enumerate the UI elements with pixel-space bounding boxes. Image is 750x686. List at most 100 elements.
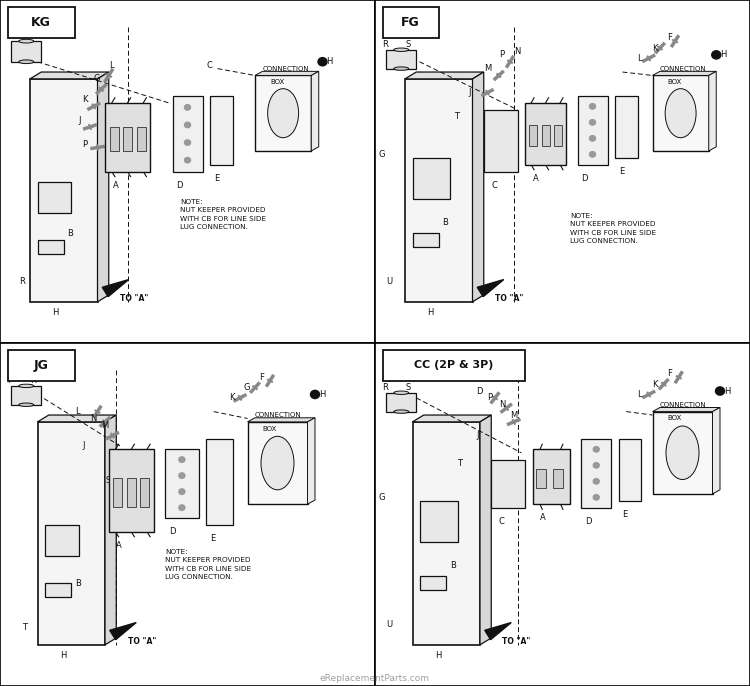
Text: R: R — [30, 376, 36, 386]
Bar — [123, 127, 132, 151]
Text: K: K — [652, 43, 658, 53]
Text: K: K — [82, 95, 88, 104]
Text: TO "A": TO "A" — [128, 637, 156, 646]
Circle shape — [318, 58, 327, 66]
Text: CONNECTION: CONNECTION — [660, 402, 706, 407]
Bar — [581, 439, 611, 508]
Text: CONNECTION: CONNECTION — [660, 66, 706, 71]
Text: BOX: BOX — [270, 80, 284, 85]
Text: TO "A": TO "A" — [120, 294, 148, 303]
Text: R: R — [19, 276, 25, 286]
FancyBboxPatch shape — [382, 7, 439, 38]
Bar — [652, 412, 712, 494]
Bar — [525, 103, 566, 165]
Bar — [386, 392, 416, 412]
Text: M: M — [510, 410, 518, 420]
Polygon shape — [105, 415, 116, 645]
Text: KG: KG — [32, 16, 51, 29]
Text: CONNECTION: CONNECTION — [255, 412, 302, 418]
Text: NOTE:
NUT KEEPER PROVIDED
WITH CB FOR LINE SIDE
LUG CONNECTION.: NOTE: NUT KEEPER PROVIDED WITH CB FOR LI… — [165, 549, 251, 580]
Polygon shape — [38, 422, 105, 645]
Circle shape — [178, 473, 184, 478]
Bar — [113, 478, 122, 507]
FancyBboxPatch shape — [8, 350, 75, 381]
Ellipse shape — [394, 48, 409, 51]
Text: C: C — [499, 517, 505, 526]
Text: E: E — [622, 510, 628, 519]
Text: M: M — [484, 64, 491, 73]
Bar — [530, 124, 537, 146]
Text: A: A — [532, 174, 538, 183]
Polygon shape — [652, 407, 720, 412]
Circle shape — [178, 457, 184, 462]
Text: NOTE:
NUT KEEPER PROVIDED
WITH CB FOR LINE SIDE
LUG CONNECTION.: NOTE: NUT KEEPER PROVIDED WITH CB FOR LI… — [570, 213, 656, 244]
Text: TO "A": TO "A" — [495, 294, 524, 303]
Text: D: D — [585, 517, 592, 526]
Polygon shape — [248, 418, 315, 422]
Bar — [248, 422, 308, 504]
Text: H: H — [724, 386, 730, 396]
Bar — [255, 75, 311, 151]
Text: BOX: BOX — [262, 426, 277, 431]
Circle shape — [590, 136, 596, 141]
Text: N: N — [30, 29, 36, 39]
Text: J: J — [469, 88, 471, 97]
Text: H: H — [435, 650, 441, 660]
Text: E: E — [619, 167, 624, 176]
Text: H: H — [427, 307, 433, 317]
Text: D: D — [176, 180, 183, 190]
Polygon shape — [413, 422, 480, 645]
FancyBboxPatch shape — [382, 350, 525, 381]
Bar — [38, 182, 71, 213]
Bar — [542, 124, 550, 146]
Text: eReplacementParts.com: eReplacementParts.com — [320, 674, 430, 683]
Text: A: A — [540, 513, 546, 523]
Bar — [619, 439, 641, 501]
Text: A: A — [112, 180, 118, 190]
Circle shape — [310, 390, 320, 399]
Circle shape — [716, 387, 724, 395]
Text: J: J — [82, 441, 85, 451]
Text: H: H — [319, 390, 326, 399]
Bar — [11, 41, 41, 62]
Text: H: H — [326, 57, 333, 67]
Text: J: J — [79, 115, 81, 125]
Text: K: K — [229, 393, 234, 403]
Text: U: U — [386, 619, 392, 629]
Text: NOTE:
NUT KEEPER PROVIDED
WITH CB FOR LINE SIDE
LUG CONNECTION.: NOTE: NUT KEEPER PROVIDED WITH CB FOR LI… — [180, 199, 266, 230]
Circle shape — [184, 105, 190, 110]
Text: T: T — [458, 458, 463, 468]
Polygon shape — [484, 623, 512, 639]
Circle shape — [593, 462, 599, 468]
Bar — [386, 49, 416, 69]
Text: G: G — [94, 74, 100, 84]
Polygon shape — [98, 72, 109, 302]
Polygon shape — [255, 71, 319, 75]
Bar — [210, 96, 232, 165]
Text: S: S — [405, 383, 410, 392]
Text: K: K — [652, 379, 658, 389]
Bar — [532, 449, 570, 504]
Polygon shape — [30, 72, 109, 79]
Bar — [45, 583, 71, 597]
Circle shape — [593, 447, 599, 452]
Text: F: F — [259, 372, 264, 382]
Text: D: D — [476, 386, 483, 396]
Ellipse shape — [666, 426, 699, 480]
Circle shape — [590, 104, 596, 109]
Text: B: B — [450, 561, 456, 571]
Text: F: F — [668, 33, 672, 43]
Text: A: A — [116, 541, 122, 550]
Text: B: B — [442, 218, 448, 228]
Text: N: N — [90, 414, 96, 423]
Bar — [165, 449, 199, 518]
Bar — [413, 233, 439, 247]
Circle shape — [593, 495, 599, 500]
Bar — [652, 75, 709, 151]
Text: H: H — [720, 50, 726, 60]
Text: E: E — [210, 534, 215, 543]
Polygon shape — [413, 415, 491, 422]
Text: B: B — [75, 578, 81, 588]
FancyBboxPatch shape — [8, 7, 75, 38]
Circle shape — [178, 505, 184, 510]
